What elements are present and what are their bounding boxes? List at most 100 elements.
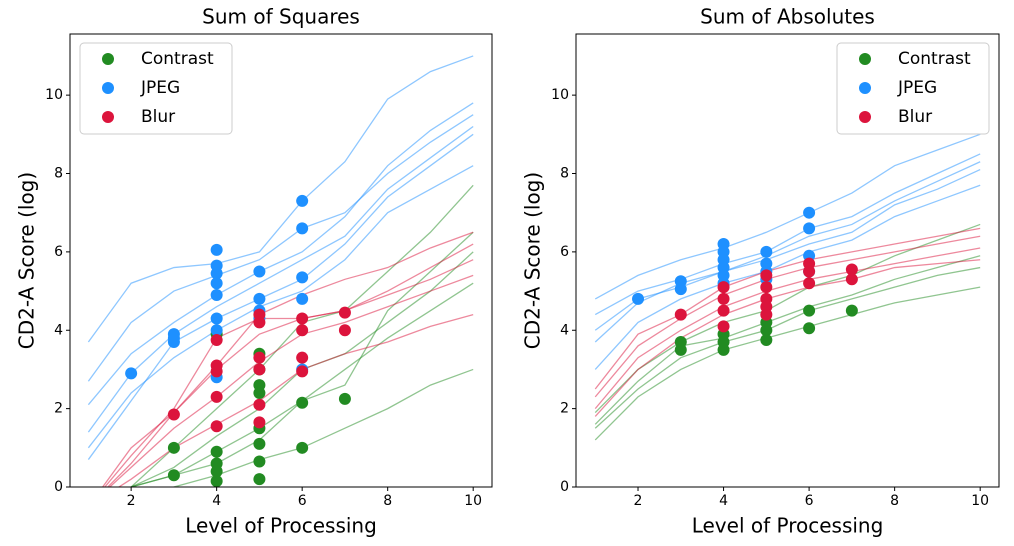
point (253, 455, 266, 468)
point (674, 283, 687, 296)
trend-line (101, 231, 474, 487)
trend-line (87, 102, 474, 406)
axes-frame (69, 33, 493, 488)
point (253, 351, 266, 364)
point (210, 334, 223, 347)
point (717, 343, 730, 356)
point (760, 308, 773, 321)
point (338, 392, 351, 405)
point (296, 194, 309, 207)
legend-box (836, 42, 990, 135)
trend-line (87, 133, 474, 460)
point (210, 312, 223, 325)
point (167, 441, 180, 454)
y-axis-label: CD2-A Score (log) (15, 172, 39, 349)
legend-marker (859, 82, 871, 94)
point (253, 363, 266, 376)
x-tick-label: 6 (805, 493, 814, 509)
plot-area (594, 133, 981, 441)
point (803, 206, 816, 219)
trend-line (130, 282, 474, 487)
legend-marker (102, 53, 114, 65)
point (253, 316, 266, 329)
x-tick-label: 8 (383, 493, 392, 509)
point (296, 271, 309, 284)
trend-line (594, 255, 981, 425)
point (125, 367, 138, 380)
point (253, 437, 266, 450)
trend-line (594, 247, 981, 410)
trend-line (594, 161, 981, 331)
point (296, 441, 309, 454)
y-tick-label: 8 (560, 166, 569, 182)
trend-line (172, 368, 474, 487)
point (760, 269, 773, 282)
trend-line (130, 184, 474, 487)
legend-marker (102, 111, 114, 123)
point (674, 343, 687, 356)
y-tick-label: 6 (560, 244, 569, 260)
x-tick-label: 2 (127, 493, 136, 509)
point (253, 265, 266, 278)
point (167, 408, 180, 421)
plot-area (87, 55, 474, 487)
trend-line (594, 259, 981, 417)
x-tick-label: 8 (890, 493, 899, 509)
point (717, 281, 730, 294)
point (210, 445, 223, 458)
trend-line (87, 165, 474, 449)
y-tick-label: 4 (560, 322, 569, 338)
point (210, 243, 223, 256)
trend-line (594, 286, 981, 441)
x-axis-label: Level of Processing (185, 514, 377, 538)
trend-line (594, 266, 981, 429)
point (210, 475, 223, 487)
legend-marker (859, 53, 871, 65)
point (845, 273, 858, 286)
point (803, 277, 816, 290)
y-tick-label: 10 (45, 87, 63, 103)
y-tick-label: 8 (54, 166, 63, 182)
legend-label: Blur (898, 107, 932, 127)
x-tick-label: 6 (298, 493, 307, 509)
y-tick-label: 6 (54, 244, 63, 260)
y-axis-label: CD2-A Score (log) (521, 172, 545, 349)
point (210, 390, 223, 403)
y-tick-label: 10 (551, 87, 569, 103)
legend-label: Blur (141, 107, 175, 127)
point (210, 288, 223, 301)
x-tick-label: 10 (464, 493, 482, 509)
point (717, 292, 730, 305)
y-tick-label: 2 (54, 401, 63, 417)
y-tick-label: 0 (54, 479, 63, 495)
legend-label: Contrast (141, 49, 214, 69)
point (210, 277, 223, 290)
x-tick-label: 10 (971, 493, 989, 509)
trend-line (117, 313, 474, 487)
point (253, 416, 266, 429)
point (253, 292, 266, 305)
point (210, 267, 223, 280)
y-tick-label: 4 (54, 322, 63, 338)
x-tick-label: 4 (212, 493, 221, 509)
trend-line (594, 184, 981, 370)
point (296, 324, 309, 337)
trend-line (87, 114, 474, 382)
point (253, 386, 266, 399)
point (674, 308, 687, 321)
legend-label: JPEG (140, 78, 180, 98)
point (803, 322, 816, 335)
trend-line (594, 168, 981, 343)
point (760, 245, 773, 258)
point (760, 324, 773, 337)
point (717, 320, 730, 333)
trend-line (594, 227, 981, 390)
point (253, 473, 266, 486)
trend-line (594, 133, 981, 300)
y-tick-label: 0 (560, 479, 569, 495)
point (296, 312, 309, 325)
legend-label: JPEG (897, 78, 937, 98)
legend-marker (859, 111, 871, 123)
point (760, 334, 773, 347)
trend-line (594, 153, 981, 316)
